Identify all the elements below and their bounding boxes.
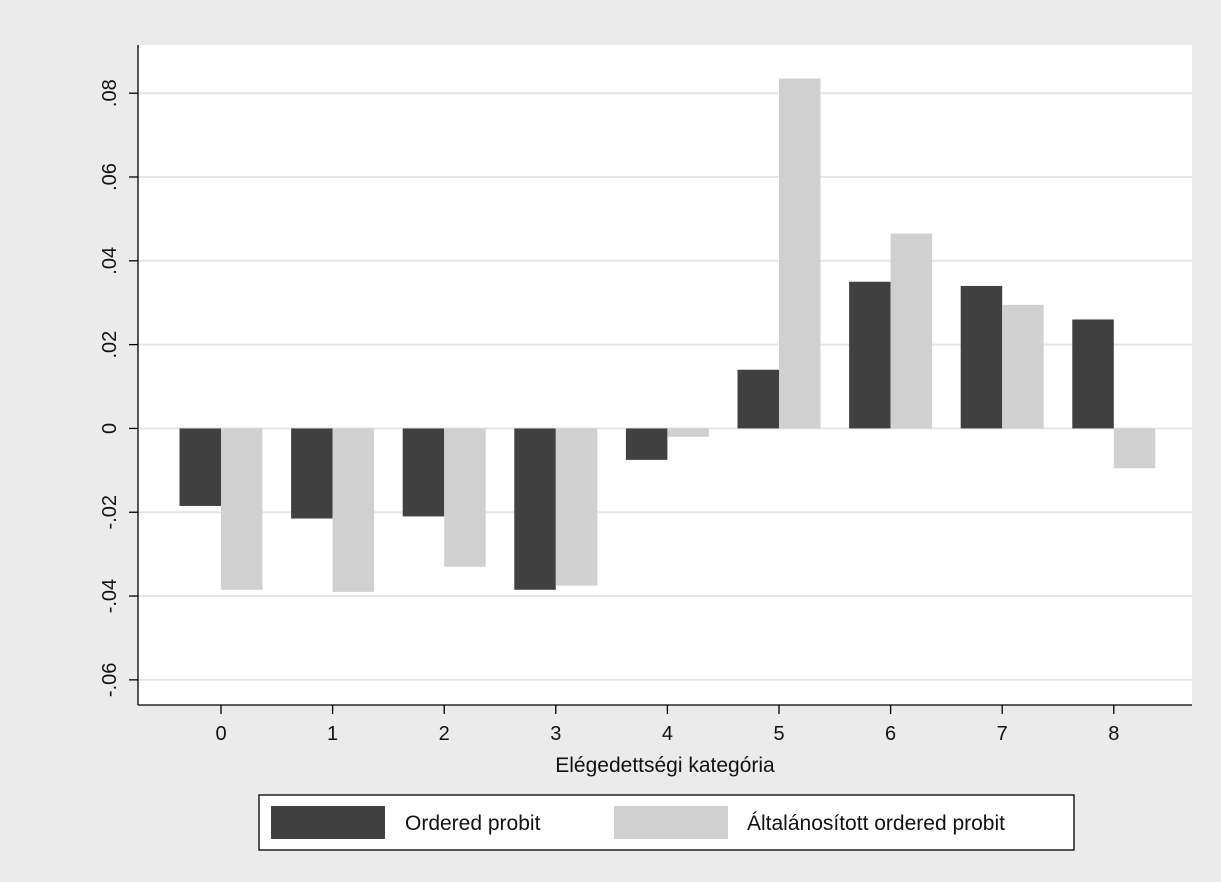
bar-generalized-ordered-probit-5	[779, 78, 821, 429]
y-tick-label: -.06	[99, 663, 121, 697]
bar-ordered-probit-0	[179, 428, 221, 506]
x-tick-label: 3	[550, 723, 561, 745]
x-axis-title: Elégedettségi kategória	[555, 754, 775, 777]
bar-ordered-probit-3	[514, 428, 556, 590]
bar-ordered-probit-8	[1072, 319, 1114, 429]
y-tick-label: 0	[99, 423, 121, 434]
legend-label-ordered-probit: Ordered probit	[405, 812, 541, 835]
x-tick-label: 0	[215, 723, 226, 745]
y-tick-label: -.04	[99, 579, 121, 613]
bar-ordered-probit-7	[960, 285, 1003, 429]
x-tick-label: 6	[885, 723, 896, 745]
y-tick-label: .04	[99, 247, 121, 275]
y-tick-labels: -.06 -.04 -.02 0 .02 .04 .06 .08	[99, 79, 121, 697]
x-tick-labels: 0 1 2 3 4 5 6 7 8	[215, 723, 1119, 745]
axes	[129, 45, 1192, 714]
x-tick-label: 2	[439, 723, 450, 745]
y-tick-label: .06	[99, 163, 121, 191]
bar-generalized-ordered-probit-2	[444, 428, 486, 567]
bars	[179, 78, 1156, 592]
bar-ordered-probit-4	[625, 428, 668, 460]
legend: Ordered probit Általánosított ordered pr…	[258, 794, 1075, 851]
bar-ordered-probit-1	[291, 428, 333, 519]
x-tick-label: 1	[327, 723, 338, 745]
x-tick-label: 7	[997, 723, 1008, 745]
bar-generalized-ordered-probit-6	[890, 233, 933, 429]
bar-ordered-probit-2	[402, 428, 445, 517]
bar-generalized-ordered-probit-7	[1002, 304, 1044, 429]
bar-ordered-probit-6	[849, 281, 891, 429]
bar-generalized-ordered-probit-1	[332, 428, 375, 592]
bar-ordered-probit-5	[737, 369, 779, 429]
x-tick-label: 5	[773, 723, 784, 745]
y-tick-label: -.02	[99, 495, 121, 529]
x-tick-label: 8	[1108, 723, 1119, 745]
y-tick-label: .08	[99, 79, 121, 107]
legend-swatch-generalized-ordered-probit	[614, 806, 728, 839]
legend-swatch-ordered-probit	[271, 806, 385, 839]
x-tick-label: 4	[662, 723, 673, 745]
bar-generalized-ordered-probit-4	[667, 428, 709, 437]
bar-generalized-ordered-probit-8	[1113, 428, 1156, 469]
bar-generalized-ordered-probit-3	[555, 428, 598, 586]
bar-generalized-ordered-probit-0	[221, 428, 263, 590]
legend-label-generalized-ordered-probit: Általánosított ordered probit	[747, 812, 1005, 835]
y-tick-label: .02	[99, 331, 121, 359]
